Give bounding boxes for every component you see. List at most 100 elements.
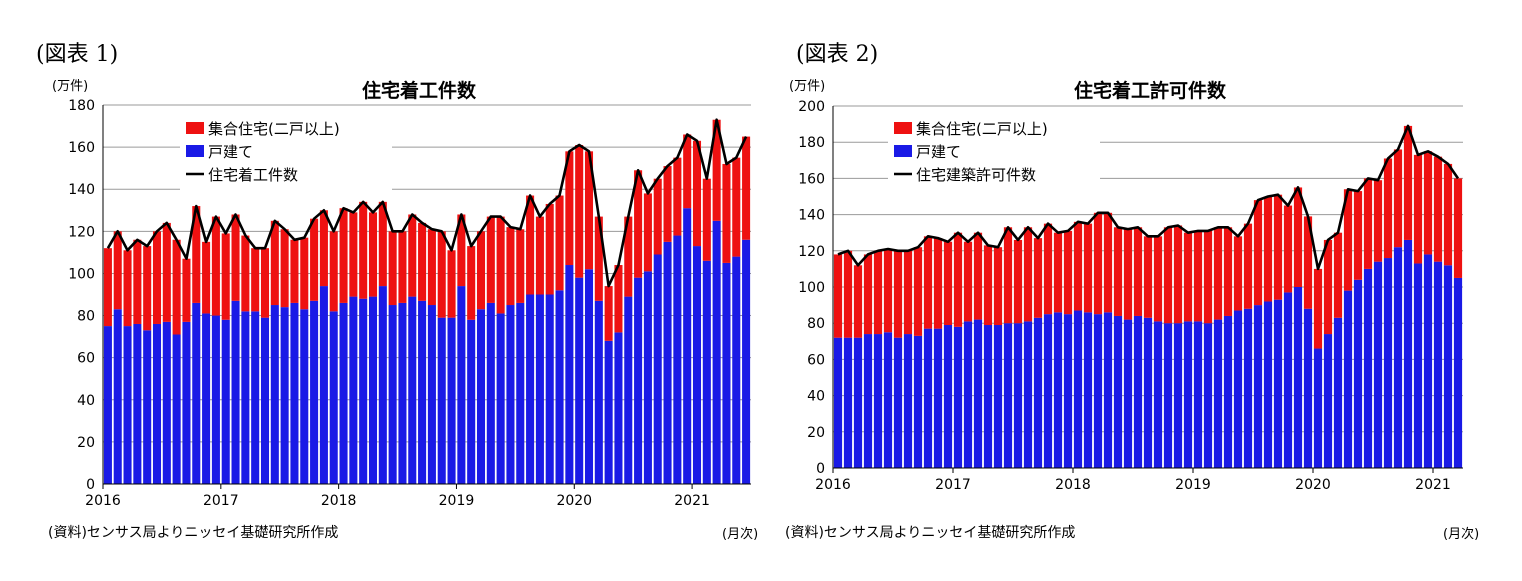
bar-single-family (1313, 348, 1323, 468)
bar-single-family (260, 317, 270, 484)
bar-single-family (893, 337, 903, 468)
bar-single-family (673, 235, 682, 484)
bar-single-family (653, 254, 662, 484)
bar-multi-family (1453, 178, 1463, 278)
bar-single-family (1433, 261, 1443, 468)
bar-multi-family (398, 231, 407, 303)
x-tick-label: 2018 (1055, 477, 1091, 493)
bar-multi-family (211, 216, 220, 316)
bar-multi-family (506, 227, 515, 306)
x-tick-label: 2020 (1295, 477, 1331, 493)
bar-single-family (943, 325, 953, 468)
bar-single-family (1133, 315, 1143, 468)
bar-multi-family (378, 201, 387, 287)
bar-multi-family (913, 247, 923, 336)
bar-multi-family (594, 216, 603, 301)
bar-multi-family (300, 237, 309, 310)
bar-single-family (853, 337, 863, 468)
bar-multi-family (408, 214, 417, 297)
bar-multi-family (270, 220, 279, 306)
y-axis-unit-label: (万件) (52, 79, 89, 94)
bar-single-family (211, 315, 220, 484)
bar-single-family (1003, 323, 1013, 468)
legend-label: 住宅建築許可件数 (916, 166, 1036, 184)
bar-multi-family (113, 231, 122, 310)
bar-multi-family (943, 241, 953, 326)
bar-multi-family (467, 246, 476, 320)
chart-panel-building-permits: (図表 2) (万件) 住宅着工許可件数 0 20 40 60 80 100 120 140 1… (761, 0, 1522, 581)
bar-single-family (300, 309, 309, 484)
total-line (837, 124, 1460, 271)
bar-multi-family (1223, 227, 1233, 316)
bar-multi-family (1273, 194, 1283, 300)
bar-multi-family (1043, 223, 1053, 315)
y-tick-label: 0 (816, 461, 825, 477)
bar-multi-family (516, 229, 525, 303)
bar-multi-family (1093, 212, 1103, 315)
bar-single-family (1383, 258, 1393, 468)
bar-multi-family (692, 140, 702, 247)
bar-single-family (202, 313, 211, 484)
bar-single-family (883, 332, 893, 468)
bar-multi-family (853, 265, 863, 338)
bar-multi-family (457, 214, 466, 287)
bar-multi-family (1253, 200, 1263, 306)
bar-multi-family (1423, 151, 1433, 255)
bar-single-family (123, 326, 132, 484)
bar-multi-family (1083, 223, 1093, 313)
bar-single-family (1373, 261, 1383, 468)
bar-single-family (1283, 292, 1293, 468)
chart-title: 住宅着工許可件数 (1073, 80, 1227, 102)
bar-single-family (506, 305, 515, 484)
bar-multi-family (953, 232, 963, 327)
legend-swatch-single-family (894, 145, 912, 157)
bar-multi-family (1373, 180, 1383, 262)
y-tick-label: 60 (77, 351, 95, 367)
bar-single-family (1073, 310, 1083, 468)
bar-single-family (545, 294, 554, 484)
bar-multi-family (873, 250, 883, 335)
y-tick-label: 120 (68, 224, 95, 240)
bar-single-family (427, 305, 436, 484)
bar-multi-family (1403, 125, 1413, 240)
legend-label: 集合住宅(二戸以上) (208, 120, 340, 138)
bar-single-family (290, 302, 299, 484)
figure-label: (図表 1) (36, 42, 119, 67)
bar-multi-family (1053, 232, 1063, 313)
bar-multi-family (933, 238, 943, 329)
bar-multi-family (103, 248, 112, 327)
bar-single-family (1213, 319, 1223, 468)
bar-single-family (349, 296, 358, 484)
bar-multi-family (152, 231, 162, 324)
bar-multi-family (545, 203, 554, 295)
bar-single-family (722, 262, 731, 484)
bar-single-family (1113, 315, 1123, 468)
y-tick-label: 100 (68, 266, 95, 282)
bar-single-family (143, 330, 152, 484)
bar-single-family (1323, 334, 1333, 468)
bar-single-family (712, 220, 721, 485)
bar-multi-family (712, 119, 721, 221)
bar-multi-family (1233, 236, 1243, 311)
legend-box (180, 114, 392, 192)
bar-multi-family (260, 248, 270, 318)
bar-multi-family (614, 265, 623, 333)
bar-multi-family (673, 157, 682, 236)
bar-single-family (614, 332, 623, 484)
bar-multi-family (418, 222, 427, 301)
bar-single-family (1173, 323, 1183, 468)
bar-single-family (447, 317, 456, 484)
bar-single-family (182, 321, 191, 484)
bar-single-family (1103, 312, 1113, 468)
bar-single-family (983, 325, 993, 468)
bar-single-family (1273, 299, 1283, 468)
bar-multi-family (437, 231, 446, 318)
bar-multi-family (290, 239, 299, 303)
bar-multi-family (1073, 221, 1083, 311)
bar-multi-family (1193, 230, 1203, 322)
bar-single-family (1393, 247, 1403, 468)
bar-single-family (873, 334, 883, 468)
bar-multi-family (732, 157, 741, 257)
bar-multi-family (476, 231, 486, 310)
bar-multi-family (319, 210, 328, 287)
